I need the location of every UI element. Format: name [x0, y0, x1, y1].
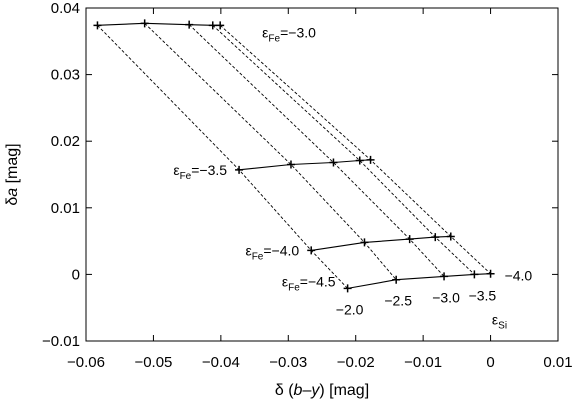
data-point [366, 155, 375, 164]
plot-frame [85, 7, 559, 342]
eps-si-tick-label: −3.5 [469, 287, 497, 303]
eps-fe-label: εFe=−3.5 [173, 162, 227, 182]
data-point [235, 165, 244, 174]
x-tick-label: −0.01 [404, 354, 442, 371]
data-point [360, 238, 369, 247]
data-point [446, 232, 455, 241]
series-line [311, 235, 451, 251]
eps-si-connector [219, 24, 491, 275]
annotation-labels: εFe=−3.0 εFe=−3.5 εFe=−4.0 εFe=−4.5−2.0 −2.5… [173, 24, 532, 331]
axis-ticks: −0.06 −0.05 −0.04 −0.03 −0.02 −0.01 0 0.01 −0.01… [42, 0, 573, 371]
eps-fe-label: εFe=−3.0 [262, 24, 316, 44]
data-point [470, 270, 479, 279]
eps-fe-label: εFe=−4.5 [282, 273, 336, 293]
y-tick-label: 0 [72, 266, 80, 283]
data-point [208, 21, 217, 30]
eps-si-connector [188, 24, 445, 277]
data-point [405, 235, 414, 244]
y-tick-label: −0.01 [42, 333, 80, 350]
x-tick-label: −0.06 [67, 354, 105, 371]
eps-si-tick-label: −3.0 [432, 289, 460, 305]
series-line [347, 273, 491, 289]
y-tick-label: 0.04 [51, 0, 80, 17]
eps-si-tick-label: −2.5 [384, 293, 412, 309]
x-tick-label: 0.01 [543, 354, 572, 371]
data-point [440, 272, 449, 281]
data-point [93, 21, 102, 30]
eps-fe-label: εFe=−4.0 [245, 242, 299, 262]
data-point [216, 21, 225, 30]
eps-si-tick-label: −2.0 [336, 301, 364, 317]
series-line [239, 159, 371, 171]
x-tick-label: −0.05 [134, 354, 172, 371]
data-point [329, 158, 338, 167]
data-point [486, 269, 495, 278]
data-point [185, 20, 194, 29]
y-axis-label: δa [mag] [4, 143, 21, 205]
data-point [343, 284, 352, 293]
eps-si-connector [144, 22, 397, 281]
x-tick-label: 0 [486, 354, 494, 371]
y-tick-label: 0.03 [51, 67, 80, 84]
data-point [431, 233, 440, 242]
y-tick-label: 0.01 [51, 200, 80, 217]
y-tick-label: 0.02 [51, 133, 80, 150]
data-point [355, 156, 364, 165]
data-point [140, 19, 149, 28]
x-tick-label: −0.04 [202, 354, 240, 371]
x-tick-label: −0.03 [269, 354, 307, 371]
eps-si-axis-label: εSi [492, 312, 507, 332]
data-point [286, 160, 295, 169]
eps-si-connector [97, 25, 348, 289]
data-point [392, 275, 401, 284]
eps-si-tick-label: −4.0 [505, 268, 533, 284]
x-axis-label: δ (b–y) [mag] [275, 382, 369, 399]
connector-lines [97, 22, 491, 289]
x-tick-label: −0.02 [337, 354, 375, 371]
data-markers [93, 19, 495, 293]
series-line [97, 22, 221, 26]
data-point [307, 246, 316, 255]
